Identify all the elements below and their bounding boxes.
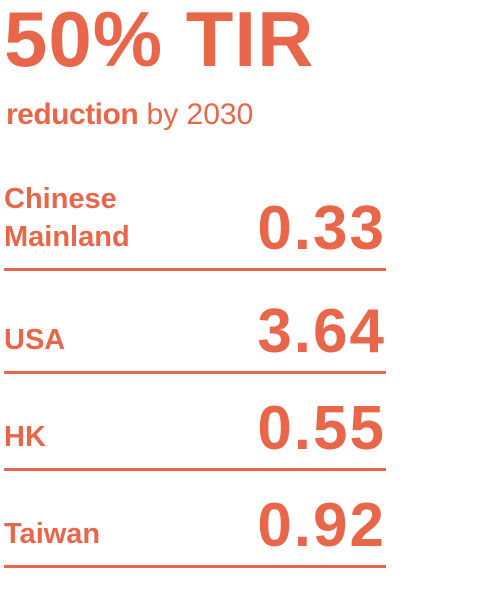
region-label: Chinese Mainland [4, 183, 130, 253]
region-list: Chinese Mainland 0.33 USA 3.64 HK 0.55 Taiwan 0… [4, 180, 386, 592]
region-value: 0.33 [257, 194, 386, 263]
region-value: 0.92 [257, 491, 386, 560]
subtitle: reduction by 2030 [6, 98, 253, 132]
region-label: HK [4, 421, 46, 453]
region-row: USA 3.64 [4, 301, 386, 374]
subtitle-rest: by 2030 [146, 98, 254, 131]
region-label: Taiwan [4, 518, 101, 550]
region-row: Taiwan 0.92 [4, 495, 386, 568]
subtitle-bold: reduction [6, 98, 139, 131]
region-row: Chinese Mainland 0.33 [4, 180, 386, 271]
region-value: 3.64 [257, 297, 386, 366]
region-value: 0.55 [257, 394, 386, 463]
region-label: USA [4, 324, 66, 356]
region-row: HK 0.55 [4, 398, 386, 471]
page: 50% TIR reduction by 2030 Chinese Mainla… [4, 0, 386, 568]
headline: 50% TIR [4, 0, 315, 83]
